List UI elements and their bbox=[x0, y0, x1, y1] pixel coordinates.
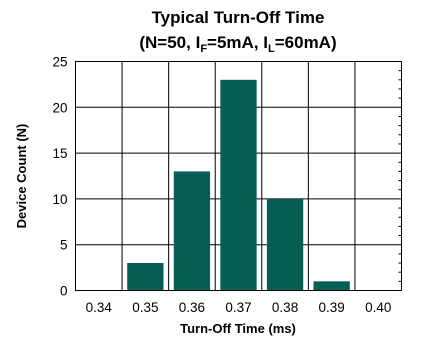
subtitle-part-2: =5mA, I bbox=[207, 33, 268, 52]
y-tick-label: 20 bbox=[52, 100, 67, 115]
y-tick-labels: 0 5 10 15 20 25 bbox=[52, 55, 67, 299]
x-tick-label: 0.34 bbox=[86, 300, 113, 315]
x-axis-title: Turn-Off Time (ms) bbox=[180, 321, 296, 336]
x-tick-label: 0.40 bbox=[365, 300, 391, 315]
y-tick-label: 0 bbox=[60, 284, 68, 299]
y-tick-label: 25 bbox=[52, 55, 67, 70]
x-tick-label: 0.35 bbox=[132, 300, 158, 315]
chart-subtitle: (N=50, IF=5mA, IL=60mA) bbox=[139, 33, 336, 55]
subtitle-subscript-f: F bbox=[200, 43, 207, 55]
y-axis-title: Device Count (N) bbox=[14, 124, 29, 229]
x-tick-labels: 0.34 0.35 0.36 0.37 0.38 0.39 0.40 bbox=[86, 300, 392, 315]
bar-0.37 bbox=[220, 79, 257, 291]
y-tick-label: 10 bbox=[52, 192, 67, 207]
subtitle-part-1: (N=50, I bbox=[139, 33, 200, 52]
x-tick-label: 0.37 bbox=[225, 300, 251, 315]
subtitle-part-3: =60mA) bbox=[275, 33, 337, 52]
bar-0.39 bbox=[313, 281, 350, 291]
y-tick-label: 5 bbox=[60, 238, 68, 253]
subtitle-subscript-l: L bbox=[268, 43, 275, 55]
x-tick-label: 0.38 bbox=[272, 300, 298, 315]
bar-0.35 bbox=[127, 263, 164, 291]
bars bbox=[127, 79, 350, 291]
bar-0.36 bbox=[173, 171, 211, 291]
chart-title: Typical Turn-Off Time bbox=[152, 8, 325, 27]
x-tick-label: 0.39 bbox=[319, 300, 345, 315]
bar-0.38 bbox=[266, 198, 304, 291]
y-tick-label: 15 bbox=[52, 146, 67, 161]
x-tick-label: 0.36 bbox=[179, 300, 205, 315]
plot-frame bbox=[75, 61, 402, 291]
